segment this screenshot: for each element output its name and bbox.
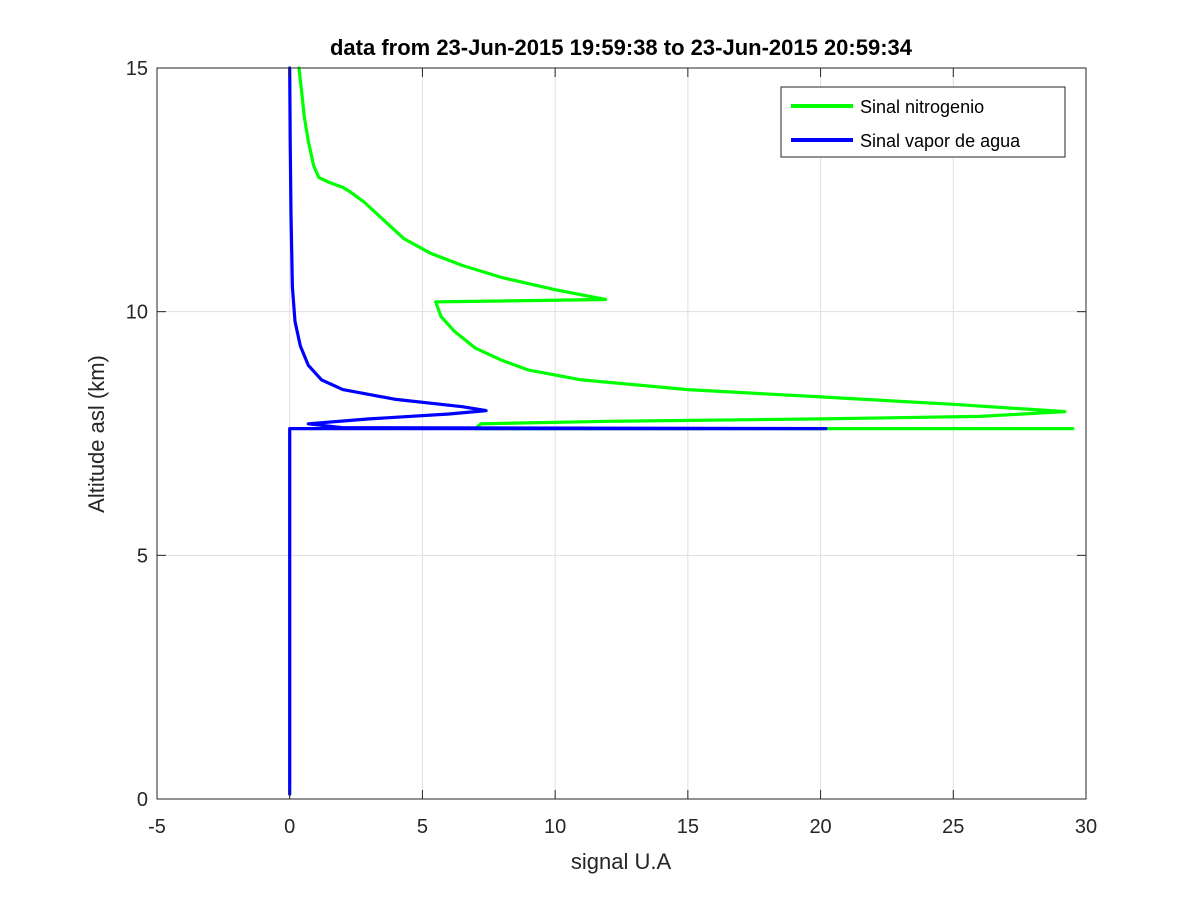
x-tick-label: 5 (417, 816, 428, 838)
x-tick-label: 30 (1075, 816, 1097, 838)
legend-box (780, 86, 1066, 158)
legend: Sinal nitrogenio Sinal vapor de agua (780, 86, 1066, 158)
x-tick-label: 25 (942, 816, 964, 838)
y-tick-label: 5 (137, 545, 148, 567)
x-tick-label: 0 (284, 816, 295, 838)
y-axis-label: Altitude asl (km) (84, 355, 109, 513)
plot-area (157, 68, 1086, 799)
x-axis-label: signal U.A (571, 849, 672, 874)
ticks (156, 67, 1087, 800)
series-line-vapor (288, 66, 828, 796)
series-layer (288, 66, 1075, 796)
series-line-nitrogenio (297, 66, 1075, 431)
x-tick-label: 20 (809, 816, 831, 838)
y-tick-label: 15 (126, 58, 148, 80)
legend-label-vapor: Sinal vapor de agua (860, 131, 1021, 151)
legend-label-nitrogenio: Sinal nitrogenio (860, 97, 984, 117)
axes-box (156, 67, 1087, 800)
x-tick-label: 10 (544, 816, 566, 838)
x-tick-label: -5 (148, 816, 166, 838)
y-tick-label: 0 (137, 789, 148, 811)
chart-title: data from 23-Jun-2015 19:59:38 to 23-Jun… (330, 35, 913, 60)
y-tick-label: 10 (126, 302, 148, 324)
x-tick-label: 15 (677, 816, 699, 838)
